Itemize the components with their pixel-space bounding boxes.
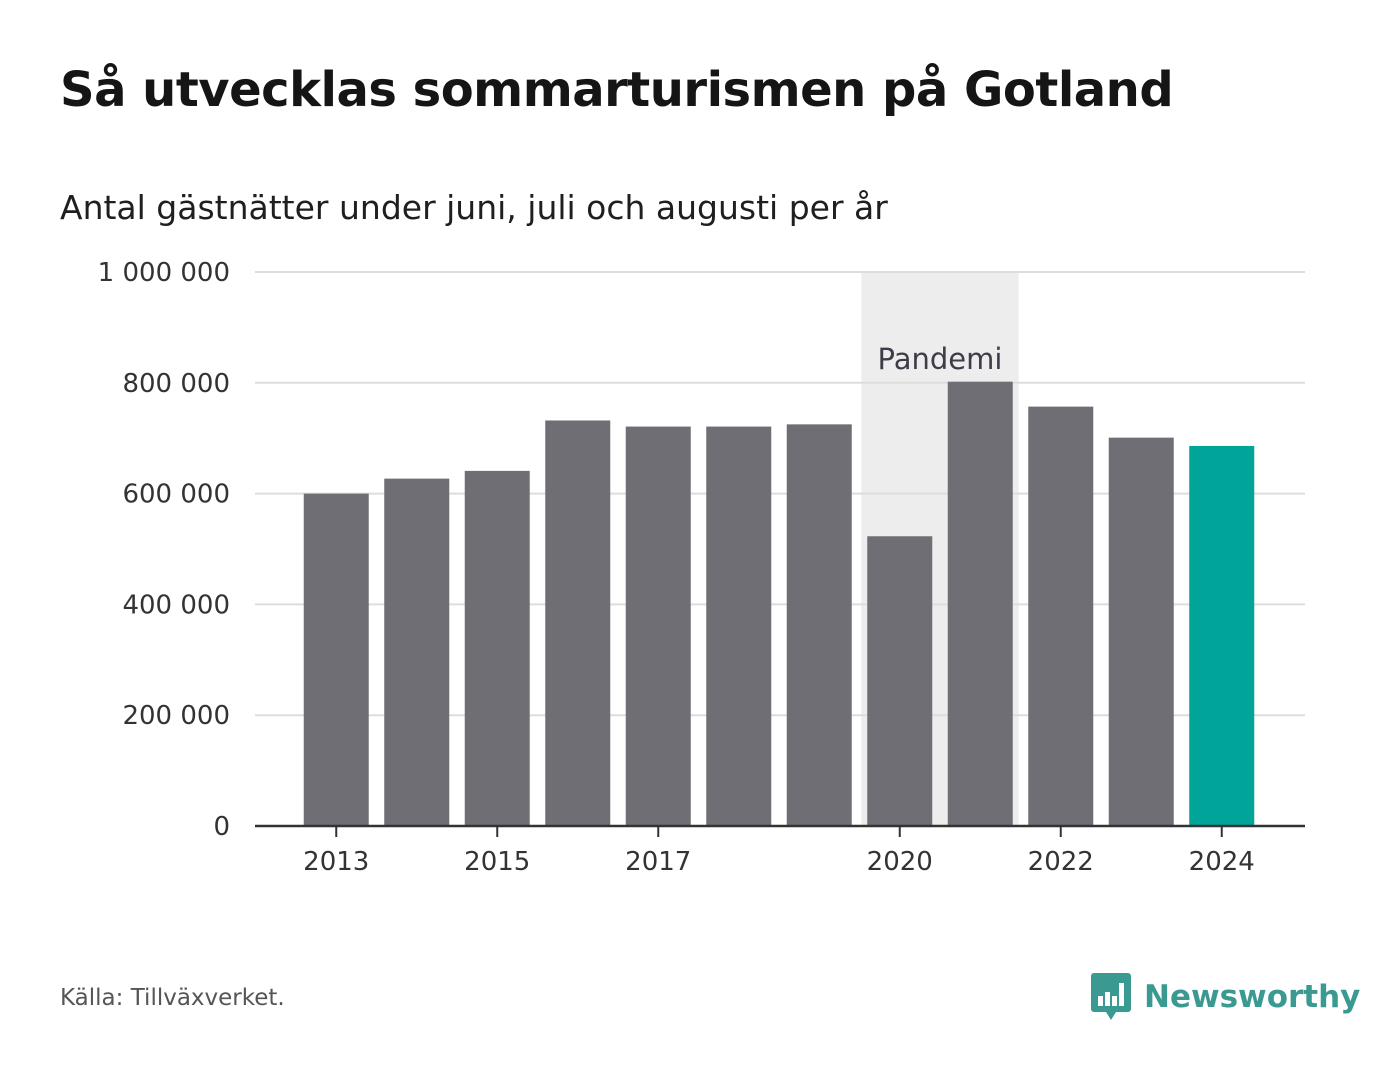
bar-2018 <box>706 426 772 826</box>
chart-title: Så utvecklas sommarturismen på Gotland <box>60 62 1174 118</box>
newsworthy-logo-icon <box>1091 973 1131 1020</box>
bar-2014 <box>384 478 450 826</box>
x-tick-label: 2020 <box>867 847 933 877</box>
y-tick-label: 1 000 000 <box>98 258 230 288</box>
tick-labels: 0 200 000 400 000 600 000 800 000 1 000 000 20… <box>98 258 1255 877</box>
bar-2022 <box>1028 406 1094 826</box>
x-tick-label: 2017 <box>625 847 691 877</box>
bar-2021 <box>947 381 1013 826</box>
y-tick-label: 200 000 <box>122 701 230 731</box>
bar-2017 <box>625 426 691 826</box>
bar-2020 <box>867 536 933 826</box>
bar-chart: Pandemi 0 200 000 400 000 600 000 800 000 1 0… <box>98 258 1305 877</box>
bar-2016 <box>545 420 611 826</box>
bar-2023 <box>1108 437 1174 826</box>
x-tick-label: 2022 <box>1028 847 1094 877</box>
brand-logo: Newsworthy <box>1090 970 1360 1024</box>
x-tick-label: 2013 <box>303 847 369 877</box>
x-tick-label: 2024 <box>1189 847 1255 877</box>
y-tick-label: 0 <box>213 812 230 842</box>
chart-subtitle: Antal gästnätter under juni, juli och au… <box>60 188 888 227</box>
y-tick-label: 600 000 <box>122 480 230 510</box>
bar-2013 <box>303 493 369 826</box>
bar-2015 <box>464 470 530 826</box>
x-tick-label: 2015 <box>464 847 530 877</box>
y-tick-label: 400 000 <box>122 590 230 620</box>
bar-2019 <box>786 424 852 826</box>
bars <box>303 381 1255 826</box>
x-axis <box>255 824 1305 837</box>
y-tick-label: 800 000 <box>122 369 230 399</box>
source-note: Källa: Tillväxverket. <box>60 985 285 1011</box>
brand-name: Newsworthy <box>1144 979 1361 1015</box>
bar-2024 <box>1189 445 1255 826</box>
pandemic-label: Pandemi <box>878 342 1003 376</box>
